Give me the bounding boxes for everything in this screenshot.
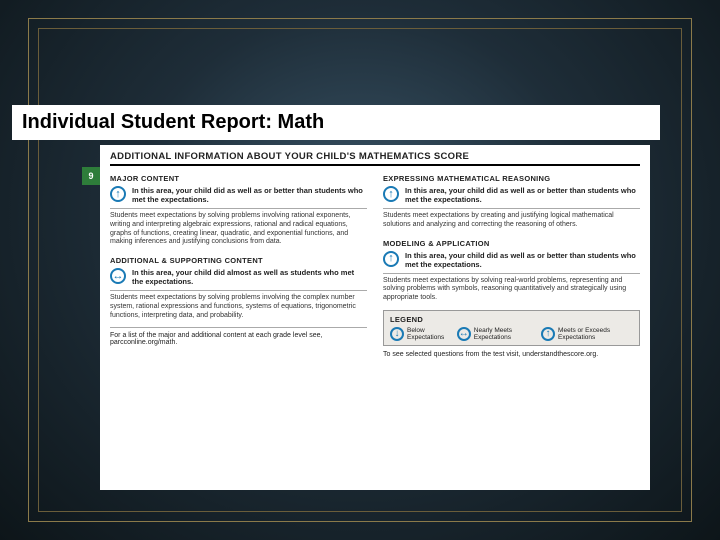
section-name: MAJOR CONTENT xyxy=(110,174,367,183)
report-panel: 9 ADDITIONAL INFORMATION ABOUT YOUR CHIL… xyxy=(100,145,650,490)
legend-box: LEGEND ↓ Below Expectations ↔ Nearly Mee… xyxy=(383,310,640,346)
section-description: Students meet expectations by solving pr… xyxy=(110,208,367,252)
arrow-side-icon: ↔ xyxy=(457,327,471,341)
legend-label: Meets or Exceeds Expectations xyxy=(558,327,633,341)
legend-label: Nearly Meets Expectations xyxy=(474,327,537,341)
arrow-up-icon: ↑ xyxy=(541,327,555,341)
arrow-down-icon: ↓ xyxy=(390,327,404,341)
grade-tab: 9 xyxy=(82,167,100,185)
footnote: For a list of the major and additional c… xyxy=(110,327,367,346)
bottom-note: To see selected questions from the test … xyxy=(383,351,640,358)
section-description: Students meet expectations by creating a… xyxy=(383,208,640,235)
arrow-up-icon: ↑ xyxy=(383,186,399,202)
section-name: MODELING & APPLICATION xyxy=(383,239,640,248)
section-name: ADDITIONAL & SUPPORTING CONTENT xyxy=(110,256,367,265)
arrow-up-icon: ↑ xyxy=(110,186,126,202)
arrow-up-icon: ↑ xyxy=(383,251,399,267)
legend-title: LEGEND xyxy=(390,315,633,324)
section-description: Students meet expectations by solving pr… xyxy=(110,290,367,325)
arrow-side-icon: ↔ xyxy=(110,268,126,284)
section-description: Students meet expectations by solving re… xyxy=(383,273,640,308)
performance-text: In this area, your child did as well as … xyxy=(405,251,640,269)
right-column: EXPRESSING MATHEMATICAL REASONING ↑ In t… xyxy=(383,170,640,358)
section-name: EXPRESSING MATHEMATICAL REASONING xyxy=(383,174,640,183)
performance-text: In this area, your child did as well as … xyxy=(132,186,367,204)
left-column: MAJOR CONTENT ↑ In this area, your child… xyxy=(110,170,367,358)
performance-text: In this area, your child did almost as w… xyxy=(132,268,367,286)
performance-text: In this area, your child did as well as … xyxy=(405,186,640,204)
slide-title: Individual Student Report: Math xyxy=(12,105,660,140)
legend-label: Below Expectations xyxy=(407,327,453,341)
report-heading: ADDITIONAL INFORMATION ABOUT YOUR CHILD'… xyxy=(110,151,640,166)
